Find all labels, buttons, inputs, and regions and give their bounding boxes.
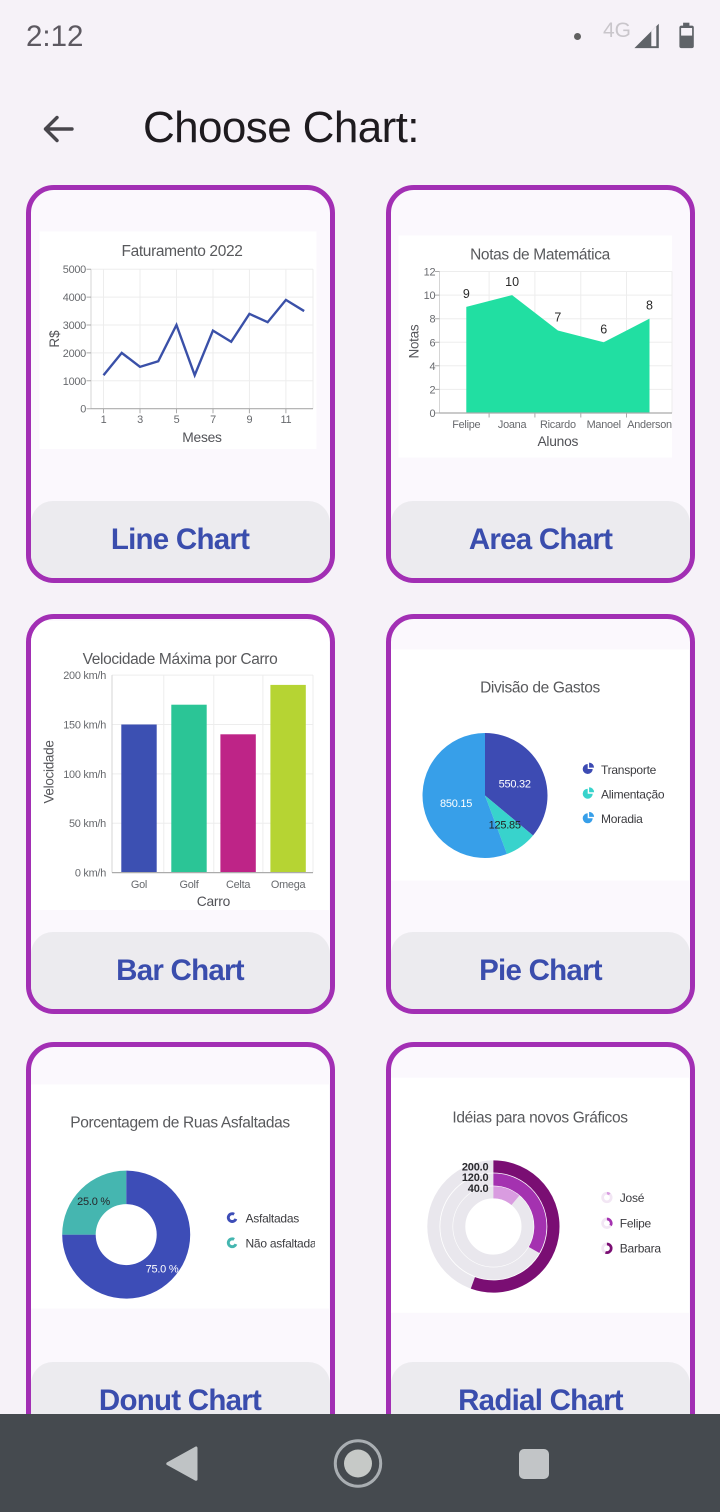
svg-text:7: 7 [210,414,216,426]
svg-text:50 km/h: 50 km/h [69,818,106,830]
svg-text:10: 10 [424,290,436,302]
svg-text:Anderson: Anderson [627,419,672,431]
svg-text:10: 10 [505,275,519,289]
svg-text:120.0: 120.0 [462,1172,489,1184]
svg-text:2000: 2000 [62,348,85,360]
svg-text:2: 2 [429,384,435,396]
svg-text:850.15: 850.15 [440,798,472,810]
svg-text:Porcentagem de Ruas Asfaltadas: Porcentagem de Ruas Asfaltadas [70,1114,290,1131]
svg-text:200 km/h: 200 km/h [63,670,106,682]
svg-text:5: 5 [173,414,179,426]
svg-text:12: 12 [424,267,436,279]
svg-text:Transporte: Transporte [601,763,657,777]
svg-text:4: 4 [429,361,435,373]
svg-text:Moradia: Moradia [601,812,643,826]
svg-text:25.0 %: 25.0 % [77,1196,110,1208]
svg-text:5000: 5000 [62,264,85,276]
svg-text:Celta: Celta [226,879,251,891]
svg-text:0: 0 [80,404,86,416]
svg-text:75.0 %: 75.0 % [145,1263,178,1275]
svg-text:Gol: Gol [130,879,146,891]
svg-text:9: 9 [246,414,252,426]
svg-text:Notas: Notas [407,324,422,358]
svg-text:Manoel: Manoel [587,419,621,431]
svg-text:6: 6 [429,337,435,349]
svg-text:3000: 3000 [62,320,85,332]
svg-text:Joana: Joana [498,419,528,431]
svg-text:Omega: Omega [270,879,306,891]
svg-text:550.32: 550.32 [499,779,531,791]
svg-text:9: 9 [463,287,470,301]
svg-text:40.0: 40.0 [468,1182,489,1194]
svg-text:Carro: Carro [196,894,230,909]
svg-text:200.0: 200.0 [462,1161,489,1173]
svg-text:150 km/h: 150 km/h [63,720,106,732]
svg-text:Felipe: Felipe [620,1216,652,1230]
svg-text:8: 8 [646,299,653,313]
svg-text:0 km/h: 0 km/h [74,868,105,880]
svg-text:Velocidade: Velocidade [41,740,56,803]
svg-text:Asfaltadas: Asfaltadas [245,1211,299,1225]
svg-text:José: José [620,1190,645,1204]
svg-text:Felipe: Felipe [452,419,480,431]
svg-text:Divisão de Gastos: Divisão de Gastos [480,680,600,697]
svg-text:Ricardo: Ricardo [540,419,576,431]
svg-text:R$: R$ [46,330,61,348]
svg-text:3: 3 [137,414,143,426]
svg-text:Velocidade Máxima por Carro: Velocidade Máxima por Carro [82,651,277,668]
svg-text:0: 0 [429,408,435,420]
svg-text:1: 1 [100,414,106,426]
svg-text:Meses: Meses [182,430,222,445]
svg-text:1000: 1000 [62,376,85,388]
svg-text:Faturamento 2022: Faturamento 2022 [121,243,242,260]
svg-text:125.85: 125.85 [489,820,521,832]
svg-text:Notas de Matemática: Notas de Matemática [470,247,611,264]
svg-text:Barbara: Barbara [620,1241,662,1255]
svg-text:8: 8 [429,314,435,326]
svg-text:4000: 4000 [62,292,85,304]
svg-text:100 km/h: 100 km/h [63,769,106,781]
svg-text:7: 7 [554,311,561,325]
svg-text:Alunos: Alunos [537,434,578,449]
svg-text:Idéias para novos Gráficos: Idéias para novos Gráficos [452,1109,628,1126]
svg-text:6: 6 [600,322,607,336]
svg-text:Golf: Golf [179,879,199,891]
svg-text:Não asfaltadas: Não asfaltadas [245,1236,322,1250]
svg-text:Alimentação: Alimentação [601,788,665,802]
svg-text:11: 11 [280,414,291,426]
